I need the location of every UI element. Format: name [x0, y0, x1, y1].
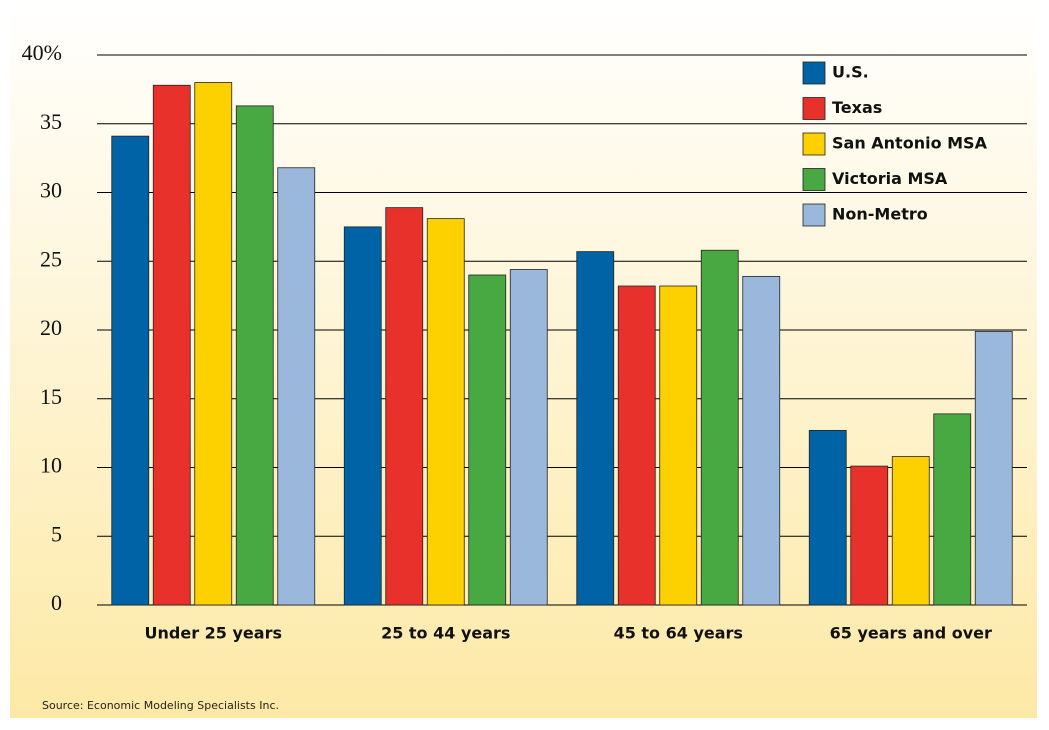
- bar: [891, 456, 930, 606]
- x-tick-label: 65 years and over: [830, 624, 992, 643]
- y-tick-label: 0: [51, 590, 62, 615]
- x-tick-label: Under 25 years: [145, 624, 282, 643]
- bar: [617, 285, 656, 606]
- bar: [343, 226, 382, 606]
- legend-label: San Antonio MSA: [832, 134, 988, 153]
- bar: [850, 465, 889, 606]
- y-tick-label: 15: [40, 384, 62, 409]
- y-tick-label: 20: [40, 315, 62, 340]
- bar: [152, 84, 191, 606]
- x-tick-label: 25 to 44 years: [381, 624, 510, 643]
- bar: [700, 249, 739, 606]
- bar: [742, 275, 781, 606]
- legend-swatch: [802, 168, 826, 191]
- bar: [576, 251, 615, 606]
- y-tick-label: 35: [40, 109, 62, 134]
- legend-swatch: [802, 61, 826, 85]
- y-tick-label: 10: [40, 453, 62, 478]
- bar: [659, 285, 698, 606]
- bar: [509, 269, 548, 606]
- y-tick-label: 25: [40, 246, 62, 271]
- bar: [277, 167, 316, 606]
- legend-swatch: [802, 132, 826, 156]
- legend-label: Non-Metro: [832, 205, 928, 224]
- source: Source: Economic Modeling Specialists In…: [42, 699, 279, 712]
- bar: [194, 82, 233, 606]
- legend-swatch: [802, 97, 826, 120]
- bar: [111, 135, 150, 606]
- bar: [974, 330, 1013, 606]
- y-tick-label: 5: [51, 521, 62, 546]
- bar: [933, 413, 972, 606]
- legend-label: Victoria MSA: [832, 169, 948, 188]
- legend-label: Texas: [832, 98, 882, 117]
- legend-label: U.S.: [832, 63, 869, 82]
- bar: [426, 218, 465, 606]
- bar: [385, 207, 424, 606]
- legend-swatch: [802, 203, 826, 227]
- y-tick-label: 40%: [22, 40, 62, 65]
- x-tick-label: 45 to 64 years: [614, 624, 743, 643]
- y-tick-label: 30: [40, 178, 62, 203]
- bar: [468, 274, 507, 606]
- bar: [235, 105, 274, 606]
- bar: [808, 429, 847, 606]
